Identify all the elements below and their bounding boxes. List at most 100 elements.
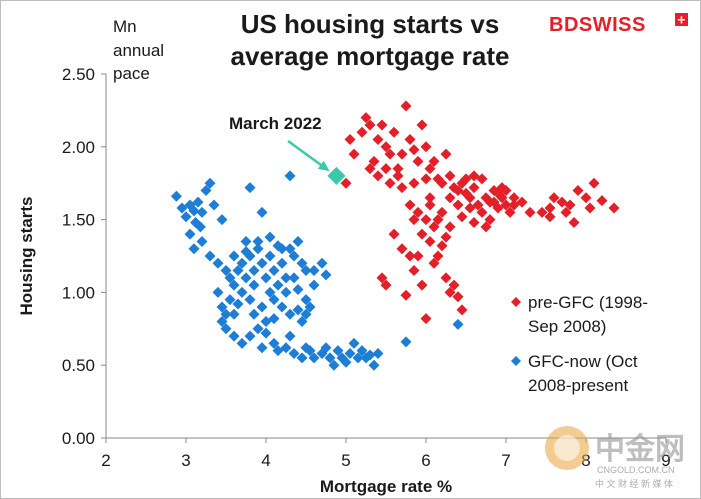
point-gfc-now xyxy=(280,272,292,284)
point-pre-gfc xyxy=(420,313,432,325)
series-pre-gfc xyxy=(340,100,620,325)
point-pre-gfc xyxy=(368,155,380,167)
point-gfc-now xyxy=(400,336,412,348)
watermark-tagline: 中 文 财 经 新 媒 体 xyxy=(595,478,673,489)
point-gfc-now xyxy=(212,257,224,269)
point-gfc-now xyxy=(264,231,276,243)
point-gfc-now xyxy=(220,265,232,277)
point-gfc-now xyxy=(240,272,252,284)
point-gfc-now xyxy=(184,228,196,240)
point-gfc-now xyxy=(260,272,272,284)
point-pre-gfc xyxy=(536,206,548,218)
point-pre-gfc xyxy=(384,148,396,160)
point-gfc-now xyxy=(212,286,224,298)
point-pre-gfc xyxy=(412,155,424,167)
point-gfc-now xyxy=(248,308,260,320)
point-gfc-now xyxy=(252,235,264,247)
point-pre-gfc xyxy=(424,192,436,204)
y-tick-label: 1.50 xyxy=(62,211,95,230)
y-axis-title: Housing starts xyxy=(17,196,36,315)
point-gfc-now xyxy=(368,359,380,371)
swiss-cross-icon xyxy=(675,13,688,26)
point-pre-gfc xyxy=(460,173,472,185)
point-pre-gfc xyxy=(452,199,464,211)
point-pre-gfc xyxy=(376,272,388,284)
point-gfc-now xyxy=(208,199,220,211)
series-gfc-now xyxy=(170,170,464,371)
point-pre-gfc xyxy=(484,214,496,226)
point-gfc-now xyxy=(228,308,240,320)
point-gfc-now xyxy=(194,221,206,233)
point-gfc-now xyxy=(280,286,292,298)
point-pre-gfc xyxy=(436,177,448,189)
point-pre-gfc xyxy=(444,286,456,298)
point-gfc-now xyxy=(256,342,268,354)
legend-label-gfc-now-1: GFC-now (Oct xyxy=(528,352,638,371)
point-gfc-now xyxy=(220,323,232,335)
point-pre-gfc xyxy=(456,304,468,316)
point-pre-gfc xyxy=(432,250,444,262)
x-tick-label: 7 xyxy=(501,451,510,470)
point-pre-gfc xyxy=(448,279,460,291)
point-gfc-now xyxy=(240,235,252,247)
point-gfc-now xyxy=(364,349,376,361)
annotation-arrow-head xyxy=(317,160,330,172)
point-gfc-now xyxy=(284,243,296,255)
point-gfc-now xyxy=(216,316,228,328)
y-axis-ticks: 0.00 0.50 1.00 1.50 2.00 2.50 xyxy=(62,65,106,448)
x-axis-ticks: 2 3 4 5 6 7 8 9 xyxy=(101,438,671,470)
x-tick-label: 5 xyxy=(341,451,350,470)
point-gfc-now xyxy=(228,330,240,342)
bdswiss-logo: BDSWISS + xyxy=(549,12,688,36)
point-pre-gfc xyxy=(464,192,476,204)
point-gfc-now xyxy=(244,182,256,194)
point-gfc-now xyxy=(452,318,464,330)
point-pre-gfc xyxy=(396,148,408,160)
point-pre-gfc xyxy=(408,265,420,277)
point-pre-gfc xyxy=(500,199,512,211)
point-gfc-now xyxy=(232,265,244,277)
point-gfc-now xyxy=(216,301,228,313)
point-gfc-now xyxy=(248,265,260,277)
point-gfc-now xyxy=(300,294,312,306)
point-gfc-now xyxy=(372,348,384,360)
point-gfc-now xyxy=(324,352,336,364)
legend-item-gfc-now: GFC-now (Oct 2008-present xyxy=(511,352,638,395)
point-gfc-now xyxy=(252,323,264,335)
point-gfc-now xyxy=(236,337,248,349)
point-gfc-now xyxy=(224,272,236,284)
point-gfc-now xyxy=(348,337,360,349)
point-gfc-now xyxy=(288,272,300,284)
point-pre-gfc xyxy=(488,196,500,208)
point-pre-gfc xyxy=(428,155,440,167)
point-gfc-now xyxy=(332,345,344,357)
legend-label-gfc-now-2: 2008-present xyxy=(528,376,628,395)
point-pre-gfc xyxy=(560,206,572,218)
point-pre-gfc xyxy=(444,221,456,233)
point-gfc-now xyxy=(308,352,320,364)
point-gfc-now xyxy=(256,206,268,218)
point-gfc-now xyxy=(252,243,264,255)
point-gfc-now xyxy=(272,279,284,291)
annotation-label: March 2022 xyxy=(229,114,322,133)
point-gfc-now xyxy=(292,304,304,316)
point-gfc-now xyxy=(284,308,296,320)
point-pre-gfc xyxy=(360,112,372,124)
point-pre-gfc xyxy=(444,170,456,182)
point-gfc-now xyxy=(188,205,200,217)
point-gfc-now xyxy=(196,206,208,218)
point-pre-gfc xyxy=(548,192,560,204)
point-pre-gfc xyxy=(440,148,452,160)
y-tick-label: 0.00 xyxy=(62,429,95,448)
point-pre-gfc xyxy=(440,231,452,243)
point-gfc-now xyxy=(236,286,248,298)
point-gfc-now xyxy=(200,184,212,196)
point-gfc-now xyxy=(244,294,256,306)
point-gfc-now xyxy=(232,298,244,310)
point-pre-gfc xyxy=(440,272,452,284)
point-gfc-now xyxy=(248,279,260,291)
watermark-name: 中金网 xyxy=(595,432,685,466)
point-gfc-now xyxy=(276,257,288,269)
point-pre-gfc xyxy=(356,126,368,138)
point-gfc-now xyxy=(300,342,312,354)
